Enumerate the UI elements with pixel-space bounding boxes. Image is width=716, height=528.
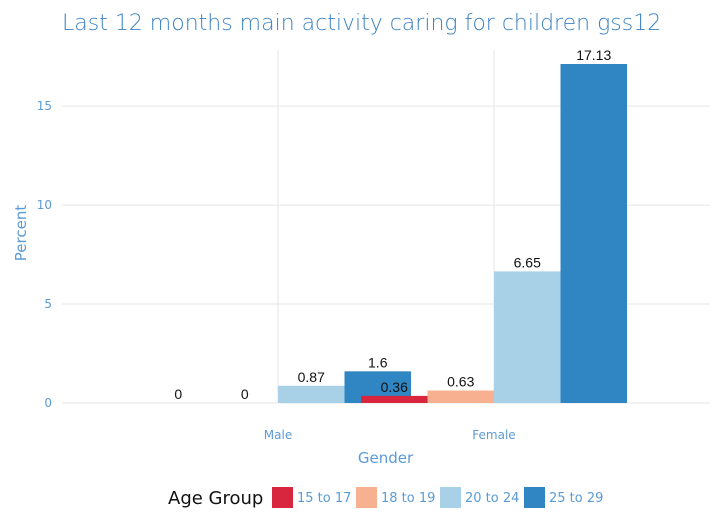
data-label: 6.65 — [514, 254, 541, 270]
y-tick-label: 5 — [44, 297, 52, 311]
y-tick-label: 15 — [37, 99, 52, 113]
bar-female-25-to-29 — [560, 64, 627, 403]
bar-female-15-to-17 — [361, 395, 428, 403]
bars-layer — [278, 64, 627, 403]
data-label: 0.87 — [298, 369, 325, 385]
legend-label-20-to-24: 20 to 24 — [465, 491, 519, 506]
x-axis-ticks: Male Female — [264, 428, 516, 442]
data-label: 0 — [174, 386, 182, 402]
y-tick-label: 0 — [44, 396, 52, 410]
legend-label-25-to-29: 25 to 29 — [549, 491, 603, 506]
data-labels-layer: 0 0 0.87 1.6 0.36 0.63 6.65 17.13 — [174, 47, 611, 402]
legend-label-18-to-19: 18 to 19 — [381, 491, 435, 506]
chart-title: Last 12 months main activity caring for … — [62, 11, 661, 36]
x-tick-label: Male — [264, 428, 292, 442]
y-axis-title: Percent — [12, 205, 30, 262]
legend: Age Group 15 to 17 18 to 19 20 to 24 25 to … — [168, 487, 603, 509]
legend-swatch-18-to-19 — [356, 487, 377, 508]
x-tick-label: Female — [472, 428, 515, 442]
legend-label-15-to-17: 15 to 17 — [297, 491, 351, 506]
bar-female-20-to-24 — [494, 271, 561, 403]
legend-items: 15 to 17 18 to 19 20 to 24 25 to 29 — [272, 487, 603, 508]
data-label: 0.36 — [381, 379, 408, 395]
data-label: 0.63 — [447, 374, 474, 390]
data-label: 1.6 — [368, 354, 388, 370]
legend-swatch-25-to-29 — [524, 487, 545, 508]
y-axis-ticks: 0 5 10 15 — [37, 99, 52, 410]
legend-swatch-20-to-24 — [440, 487, 461, 508]
y-tick-label: 10 — [37, 198, 52, 212]
legend-swatch-15-to-17 — [272, 487, 293, 508]
legend-title: Age Group — [168, 488, 263, 509]
data-label: 0 — [241, 386, 249, 402]
data-label: 17.13 — [576, 47, 611, 63]
bar-female-18-to-19 — [427, 390, 494, 403]
bar-male-20-to-24 — [278, 385, 345, 403]
x-axis-title: Gender — [358, 449, 414, 467]
